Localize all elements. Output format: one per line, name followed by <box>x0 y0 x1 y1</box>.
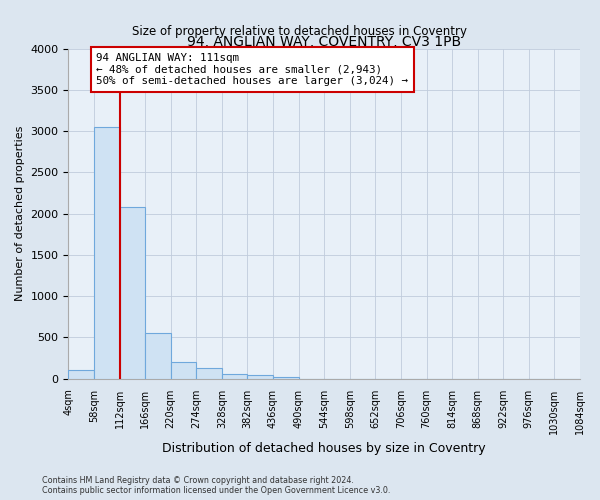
Text: Size of property relative to detached houses in Coventry: Size of property relative to detached ho… <box>133 24 467 38</box>
Title: 94, ANGLIAN WAY, COVENTRY, CV3 1PB: 94, ANGLIAN WAY, COVENTRY, CV3 1PB <box>187 35 461 49</box>
X-axis label: Distribution of detached houses by size in Coventry: Distribution of detached houses by size … <box>163 442 486 455</box>
Bar <box>68 370 94 378</box>
Text: Contains HM Land Registry data © Crown copyright and database right 2024.
Contai: Contains HM Land Registry data © Crown c… <box>42 476 391 495</box>
Text: 94 ANGLIAN WAY: 111sqm
← 48% of detached houses are smaller (2,943)
50% of semi-: 94 ANGLIAN WAY: 111sqm ← 48% of detached… <box>97 53 409 86</box>
Bar <box>273 377 299 378</box>
Y-axis label: Number of detached properties: Number of detached properties <box>15 126 25 302</box>
Bar <box>196 368 222 378</box>
Bar <box>119 207 145 378</box>
Bar <box>145 332 171 378</box>
Bar <box>171 362 196 378</box>
Bar <box>94 127 119 378</box>
Bar <box>247 376 273 378</box>
Bar <box>222 374 247 378</box>
